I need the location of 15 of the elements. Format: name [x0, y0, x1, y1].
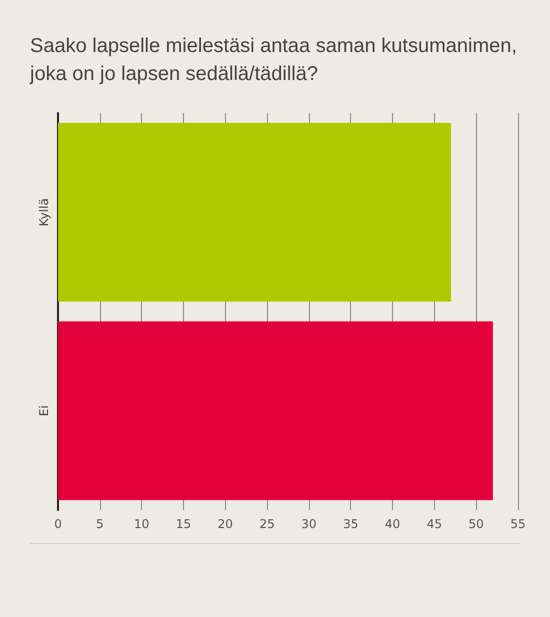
- x-tick-label: 10: [134, 517, 150, 531]
- chart-title: Saako lapselle mielestäsi antaa saman kutsumanimen, joka on jo lapsen sedällä/tädillä?: [30, 34, 518, 87]
- y-tick-label: Ei: [37, 405, 51, 416]
- x-tick-label: 35: [343, 517, 358, 531]
- x-tick-label: 0: [54, 517, 62, 531]
- x-tick-label: 50: [468, 517, 484, 531]
- x-tick-label: 40: [384, 517, 400, 531]
- y-tick-label: Kyllä: [37, 198, 51, 226]
- x-tick-label: 30: [301, 517, 317, 531]
- x-tick-label: 20: [218, 517, 233, 531]
- x-tick-label: 55: [510, 517, 526, 531]
- x-tick-label: 45: [426, 517, 442, 531]
- x-tick-label: 5: [96, 517, 104, 531]
- x-tick-label: 15: [176, 517, 192, 531]
- x-tick-label: 25: [259, 517, 275, 531]
